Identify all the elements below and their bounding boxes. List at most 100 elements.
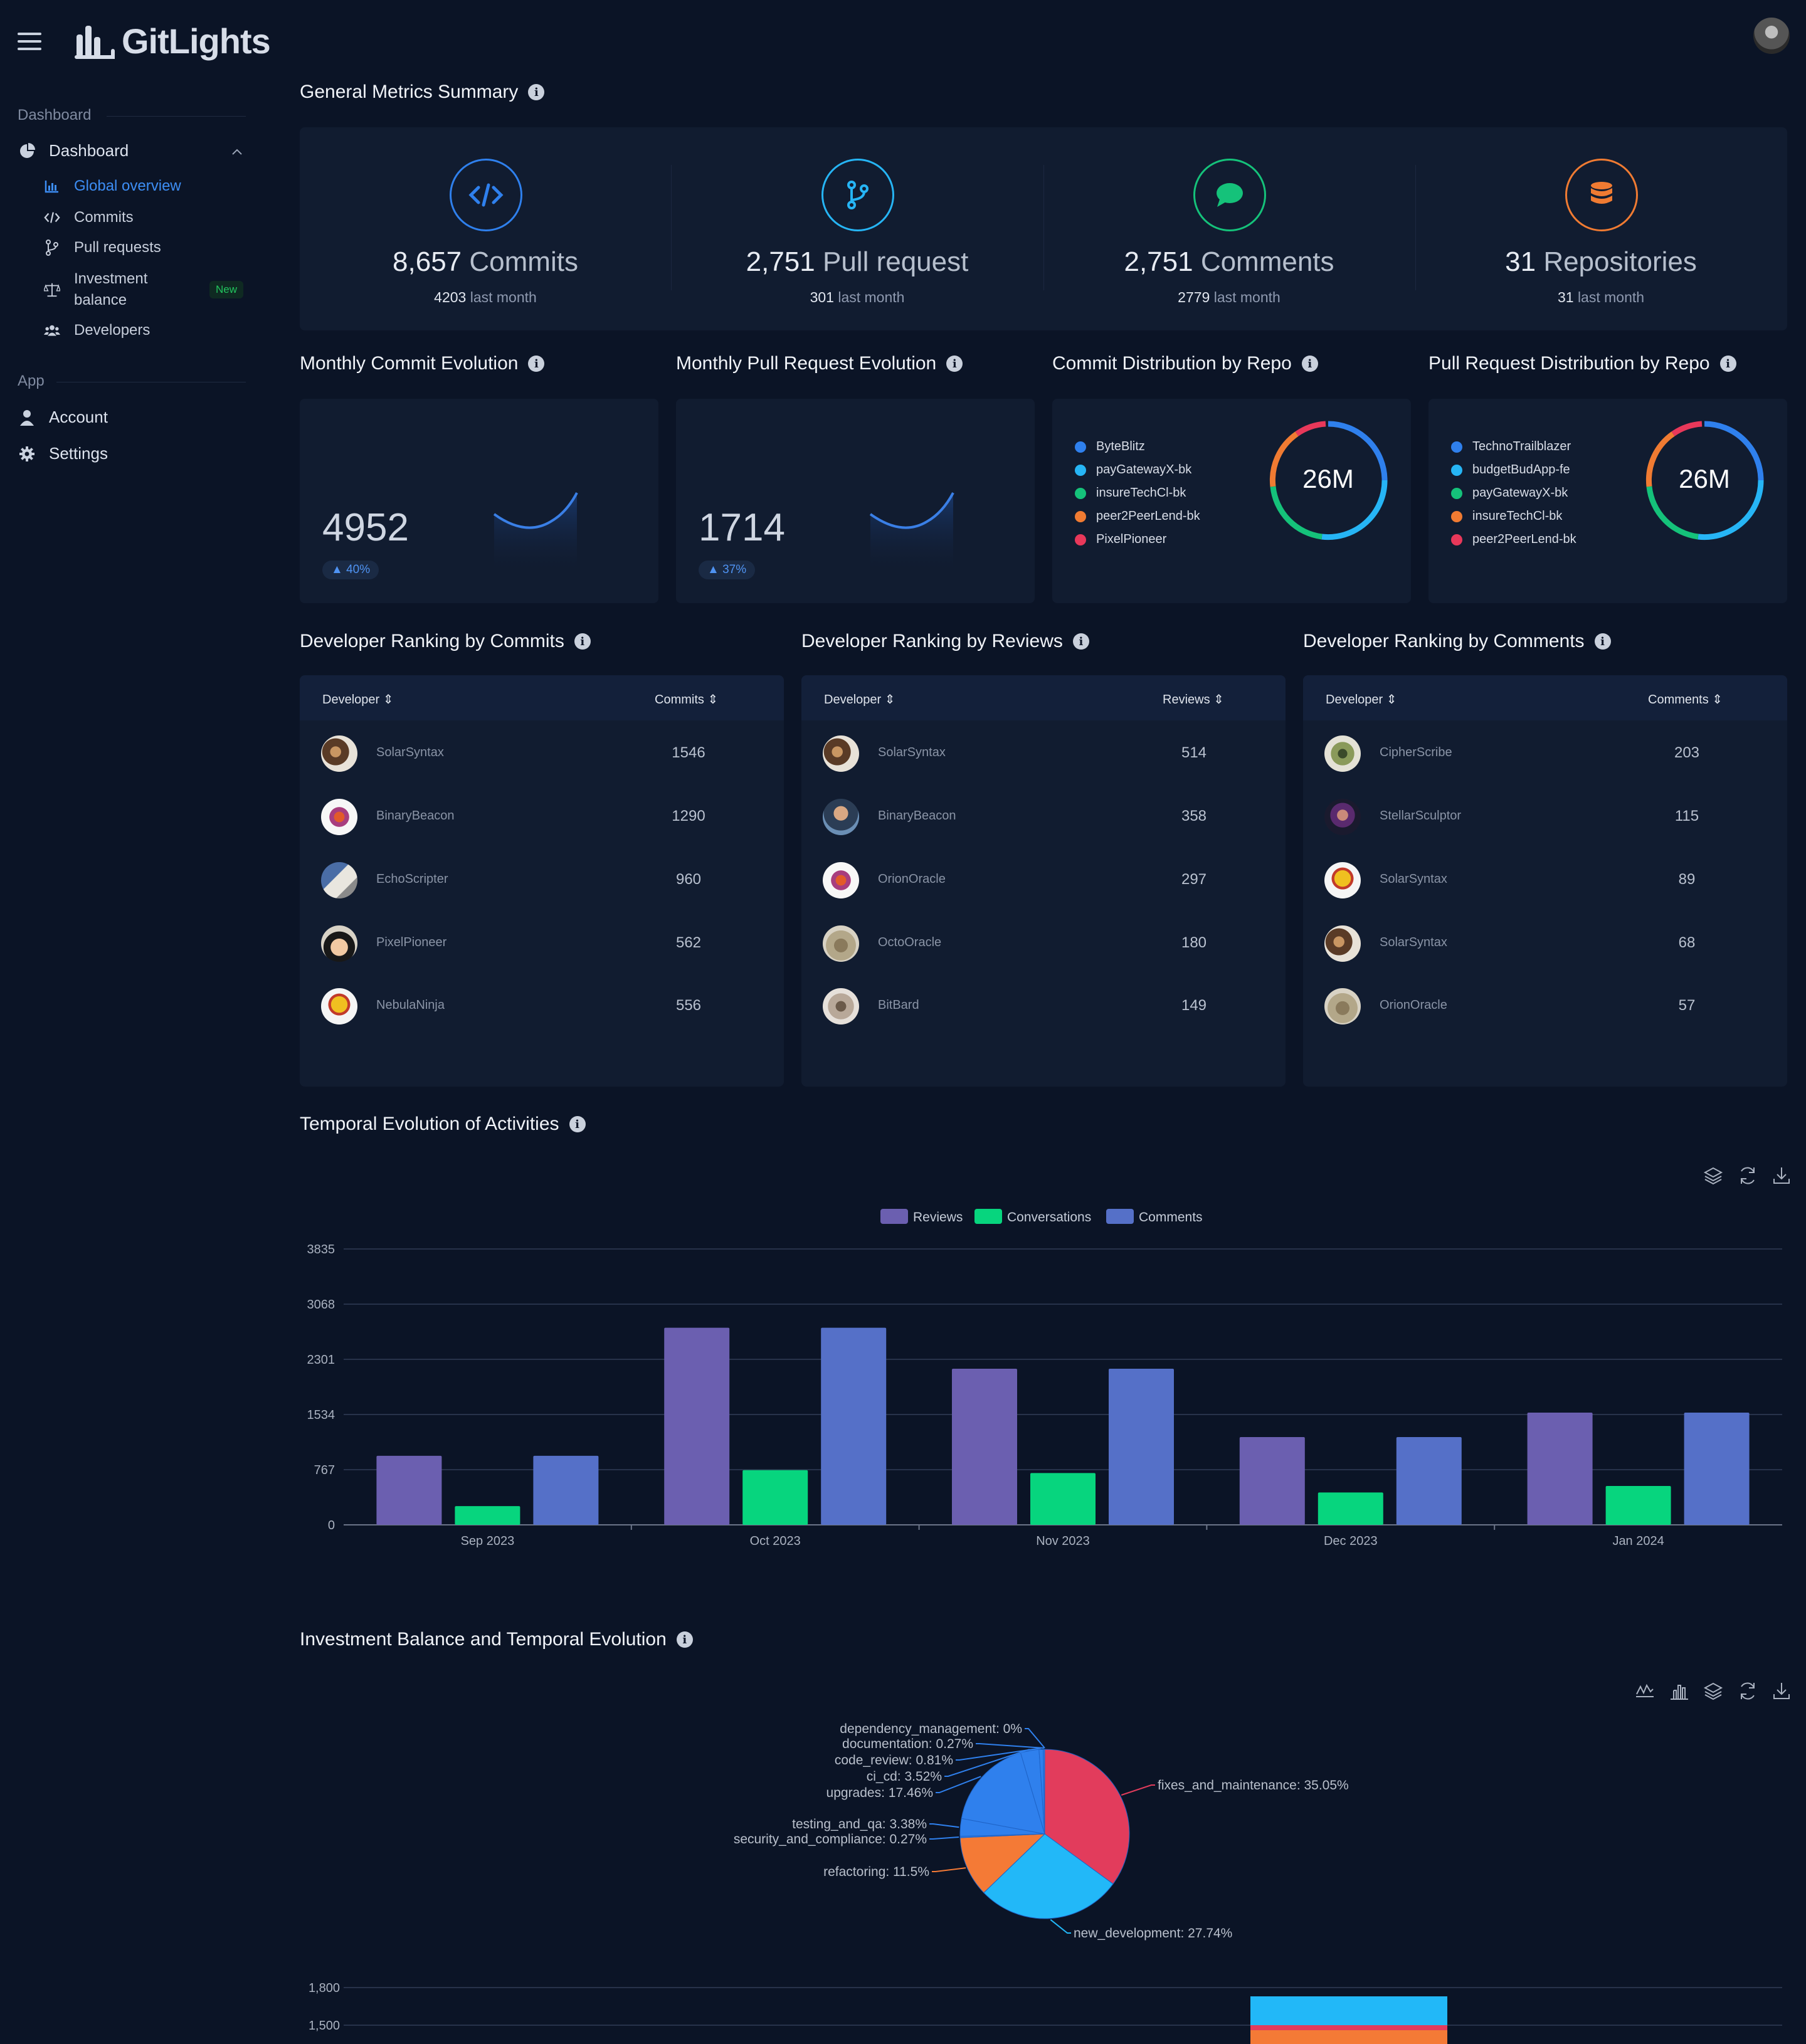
column-header-comments[interactable]: Comments ⇕ <box>1648 693 1723 707</box>
info-icon[interactable]: i <box>946 356 963 372</box>
user-avatar[interactable] <box>1753 18 1790 54</box>
developer-name: SolarSyntax <box>1380 935 1447 949</box>
table-row[interactable]: SolarSyntax 1546 <box>300 722 784 784</box>
column-header-developer[interactable]: Developer ⇕ <box>824 693 895 707</box>
download-icon[interactable] <box>1771 1680 1792 1702</box>
section-title-rank-comments: Developer Ranking by Comments i <box>1303 631 1611 652</box>
logo-bars-icon <box>75 26 115 59</box>
info-icon[interactable]: i <box>1072 633 1089 650</box>
info-icon[interactable]: i <box>676 1631 693 1648</box>
info-icon[interactable]: i <box>569 1116 586 1132</box>
table-row[interactable]: SolarSyntax 89 <box>1303 848 1787 911</box>
x-tick-label: Jan 2024 <box>1612 1534 1664 1548</box>
table-row[interactable]: SolarSyntax 514 <box>801 722 1286 784</box>
info-icon[interactable]: i <box>528 84 545 100</box>
table-row[interactable]: BitBard 149 <box>801 974 1286 1037</box>
table-row[interactable]: OctoOracle 180 <box>801 912 1286 974</box>
scale-icon <box>44 282 60 298</box>
legend-label: Reviews <box>913 1210 963 1225</box>
sidebar-item-global-overview[interactable]: Global overview <box>44 177 181 195</box>
column-header-commits[interactable]: Commits ⇕ <box>655 693 719 707</box>
refresh-icon[interactable] <box>1737 1680 1758 1702</box>
avatar <box>321 988 357 1025</box>
table-row[interactable]: NebulaNinja 556 <box>300 974 784 1037</box>
table-row[interactable]: StellarSculptor 115 <box>1303 785 1787 848</box>
column-header-developer[interactable]: Developer ⇕ <box>322 693 394 707</box>
section-title-text: General Metrics Summary <box>300 82 519 102</box>
legend-item[interactable]: insureTechCl-bk <box>1451 505 1576 528</box>
commit-distribution-card: ByteBlitz payGatewayX-bk insureTechCl-bk… <box>1052 399 1411 603</box>
stack-icon[interactable] <box>1703 1165 1724 1186</box>
download-icon[interactable] <box>1771 1165 1792 1186</box>
column-header-reviews[interactable]: Reviews ⇕ <box>1163 693 1224 707</box>
table-row[interactable]: BinaryBeacon 1290 <box>300 785 784 848</box>
developer-name: SolarSyntax <box>1380 872 1447 886</box>
table-row[interactable]: PixelPioneer 562 <box>300 912 784 974</box>
info-icon[interactable]: i <box>1594 633 1611 650</box>
legend-item[interactable]: peer2PeerLend-bk <box>1075 505 1200 528</box>
developer-name: PixelPioneer <box>376 935 447 949</box>
bar-chart-icon <box>44 178 60 194</box>
sidebar-item-developers[interactable]: Developers <box>44 322 150 339</box>
legend-item[interactable]: insureTechCl-bk <box>1075 482 1200 505</box>
commit-count: 562 <box>675 934 702 951</box>
legend-item[interactable]: payGatewayX-bk <box>1451 482 1576 505</box>
metrics-summary-card: 8,657 Commits 4203 last month 2,751 Pull… <box>300 127 1787 330</box>
table-row[interactable]: CipherScribe 203 <box>1303 722 1787 784</box>
legend-item[interactable]: PixelPioneer <box>1075 528 1200 551</box>
sidebar-item-pull-requests[interactable]: Pull requests <box>44 239 161 256</box>
sidebar-item-settings[interactable]: Settings <box>18 444 108 463</box>
info-icon[interactable]: i <box>1719 356 1736 372</box>
ranking-comments-table: Developer ⇕ Comments ⇕ CipherScribe 203 … <box>1303 675 1787 1087</box>
change-value: 37% <box>722 563 747 576</box>
commit-count: 1290 <box>672 808 705 824</box>
sidebar-item-investment-balance[interactable]: Investment balance New <box>44 268 243 311</box>
table-row[interactable]: EchoScripter 960 <box>300 848 784 911</box>
refresh-icon[interactable] <box>1737 1165 1758 1186</box>
sidebar-item-account[interactable]: Account <box>18 408 108 427</box>
pie-slice <box>1044 1749 1130 1885</box>
metric-repositories: 31 Repositories 31 last month <box>1415 127 1787 330</box>
sidebar-item-label: Developers <box>74 322 150 339</box>
section-title-rank-commits: Developer Ranking by Commits i <box>300 631 591 652</box>
comment-count: 57 <box>1678 997 1696 1014</box>
line-chart-icon[interactable] <box>1634 1680 1656 1702</box>
metric-comments: 2,751 Comments 2779 last month <box>1043 127 1415 330</box>
info-icon[interactable]: i <box>574 633 591 650</box>
avatar <box>1324 925 1361 962</box>
menu-toggle-button[interactable] <box>18 33 41 50</box>
divider <box>671 165 672 290</box>
metric-value: 2,751 Pull request <box>746 246 969 277</box>
sidebar-item-commits[interactable]: Commits <box>44 209 134 226</box>
app-logo[interactable]: GitLights <box>74 19 271 63</box>
developer-name: StellarSculptor <box>1380 809 1462 823</box>
table-header <box>1303 675 1787 720</box>
developer-name: BinaryBeacon <box>376 809 455 823</box>
new-badge: New <box>209 281 243 298</box>
table-row[interactable]: SolarSyntax 68 <box>1303 912 1787 974</box>
review-count: 297 <box>1181 871 1207 888</box>
legend-item[interactable]: peer2PeerLend-bk <box>1451 528 1576 551</box>
column-header-developer[interactable]: Developer ⇕ <box>1326 693 1397 707</box>
section-title-text: Commit Distribution by Repo <box>1052 353 1292 374</box>
pie-label: upgrades: 17.46% <box>826 1786 933 1800</box>
pie-label: ci_cd: 3.52% <box>867 1769 942 1784</box>
bar-chart-icon[interactable] <box>1669 1680 1690 1702</box>
code-icon <box>44 209 60 226</box>
avatar <box>321 735 357 772</box>
legend-item[interactable]: budgetBudApp-fe <box>1451 458 1576 482</box>
info-icon[interactable]: i <box>528 356 545 372</box>
table-row[interactable]: BinaryBeacon 358 <box>801 785 1286 848</box>
legend-item[interactable]: TechnoTrailblazer <box>1451 435 1576 458</box>
info-icon[interactable]: i <box>1301 356 1318 372</box>
bar <box>664 1327 730 1525</box>
table-row[interactable]: OrionOracle 57 <box>1303 974 1787 1037</box>
legend-item[interactable]: ByteBlitz <box>1075 435 1200 458</box>
chevron-up-icon[interactable] <box>231 141 243 161</box>
table-row[interactable]: OrionOracle 297 <box>801 848 1286 911</box>
bar <box>376 1455 442 1525</box>
sidebar-item-dashboard[interactable]: Dashboard <box>18 141 243 161</box>
x-tick-label: Dec 2023 <box>1324 1534 1378 1548</box>
stack-icon[interactable] <box>1703 1680 1724 1702</box>
legend-item[interactable]: payGatewayX-bk <box>1075 458 1200 482</box>
